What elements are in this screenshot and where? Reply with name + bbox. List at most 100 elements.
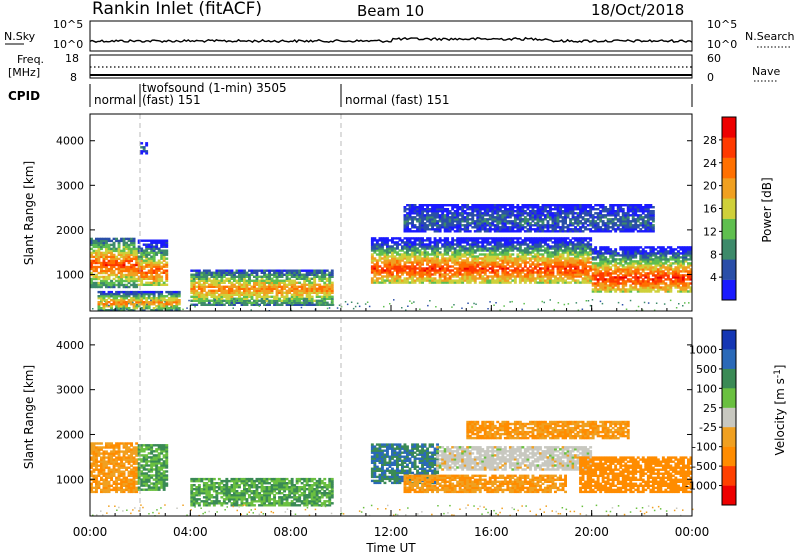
power-cell — [235, 285, 239, 288]
power-cell — [639, 288, 643, 291]
power-cell — [105, 277, 108, 281]
power-cell — [443, 245, 447, 248]
power-cell — [393, 257, 397, 260]
power-cell — [526, 277, 530, 280]
power-cell — [308, 287, 312, 290]
power-cell — [426, 237, 429, 240]
power-cell — [418, 212, 422, 215]
power-cell — [433, 224, 437, 227]
power-cell — [476, 245, 480, 248]
power-cell — [481, 224, 485, 227]
power-cell — [162, 259, 166, 262]
power-cell — [594, 276, 598, 279]
power-cell — [491, 267, 495, 270]
power-cell — [147, 277, 151, 280]
power-cell — [112, 259, 116, 263]
power-cell — [682, 278, 685, 281]
power-cell — [147, 290, 151, 294]
power-cell — [155, 283, 159, 286]
power-cell — [381, 245, 384, 248]
power-cell — [137, 247, 141, 250]
power-cell — [406, 237, 409, 240]
power-cell — [115, 261, 118, 265]
power-cell — [398, 275, 402, 278]
power-cell — [177, 295, 181, 298]
power-cell — [167, 309, 171, 312]
power-cell — [491, 237, 495, 240]
power-cell — [197, 273, 201, 276]
power-cell — [130, 243, 133, 247]
power-cell — [508, 222, 512, 225]
power-cell — [581, 253, 585, 256]
power-cell — [373, 279, 377, 282]
power-cell — [411, 210, 414, 213]
power-cell — [205, 285, 209, 288]
power-cell — [503, 218, 507, 221]
power-cell — [125, 247, 128, 251]
power-cell — [682, 270, 685, 273]
power-cell — [130, 241, 133, 245]
power-cell — [466, 220, 470, 223]
power-cell — [110, 305, 113, 308]
power-cell — [446, 281, 450, 284]
power-cell — [629, 262, 633, 265]
power-cell — [471, 255, 475, 258]
power-cell — [641, 290, 645, 293]
power-cell — [674, 262, 678, 265]
power-cell — [451, 222, 455, 225]
power-cell — [684, 250, 688, 253]
power-cell — [145, 283, 149, 286]
power-cell — [526, 245, 530, 248]
power-cell — [278, 269, 281, 272]
power-cell — [290, 295, 294, 298]
power-cell — [115, 297, 118, 300]
power-cell — [150, 297, 154, 300]
power-cell — [132, 247, 136, 251]
power-cell — [401, 267, 404, 270]
power-cell — [566, 204, 570, 207]
power-cell — [140, 281, 144, 284]
power-cell — [458, 241, 462, 244]
power-cell — [217, 269, 221, 272]
power-cell — [142, 253, 146, 256]
power-cell — [165, 241, 169, 244]
power-cell — [536, 230, 540, 233]
power-cell — [421, 216, 424, 219]
power-cell — [102, 251, 106, 255]
power-cell — [616, 288, 620, 291]
power-cell — [215, 279, 219, 282]
power-cell — [564, 267, 567, 270]
power-cell — [318, 299, 322, 302]
power-cell — [546, 281, 550, 284]
power-cell — [481, 241, 485, 244]
power-cell — [436, 226, 439, 229]
power-cell — [581, 237, 585, 240]
power-cell — [516, 241, 520, 244]
power-cell — [579, 263, 582, 266]
power-cell — [461, 273, 465, 276]
power-cell — [112, 261, 116, 265]
power-cell — [253, 291, 256, 294]
power-cell — [421, 253, 424, 256]
power-cell — [285, 301, 289, 304]
power-cell — [433, 279, 437, 282]
power-cell — [386, 261, 389, 264]
power-cell — [661, 270, 665, 273]
power-cell — [117, 265, 121, 269]
power-cell — [431, 247, 434, 250]
power-cell — [160, 265, 164, 268]
power-cell — [275, 275, 279, 278]
power-cell — [446, 216, 450, 219]
power-cell — [649, 288, 653, 291]
power-cell — [255, 289, 259, 292]
power-cell — [448, 222, 452, 225]
power-cell — [564, 239, 567, 242]
power-cell — [629, 270, 633, 273]
power-cell — [90, 273, 93, 277]
power-cell — [433, 220, 437, 223]
nave-tick-top: 60 — [707, 52, 721, 65]
power-cell — [541, 241, 545, 244]
power-cell — [639, 246, 643, 249]
power-cell — [682, 256, 685, 259]
power-cell — [591, 282, 595, 285]
